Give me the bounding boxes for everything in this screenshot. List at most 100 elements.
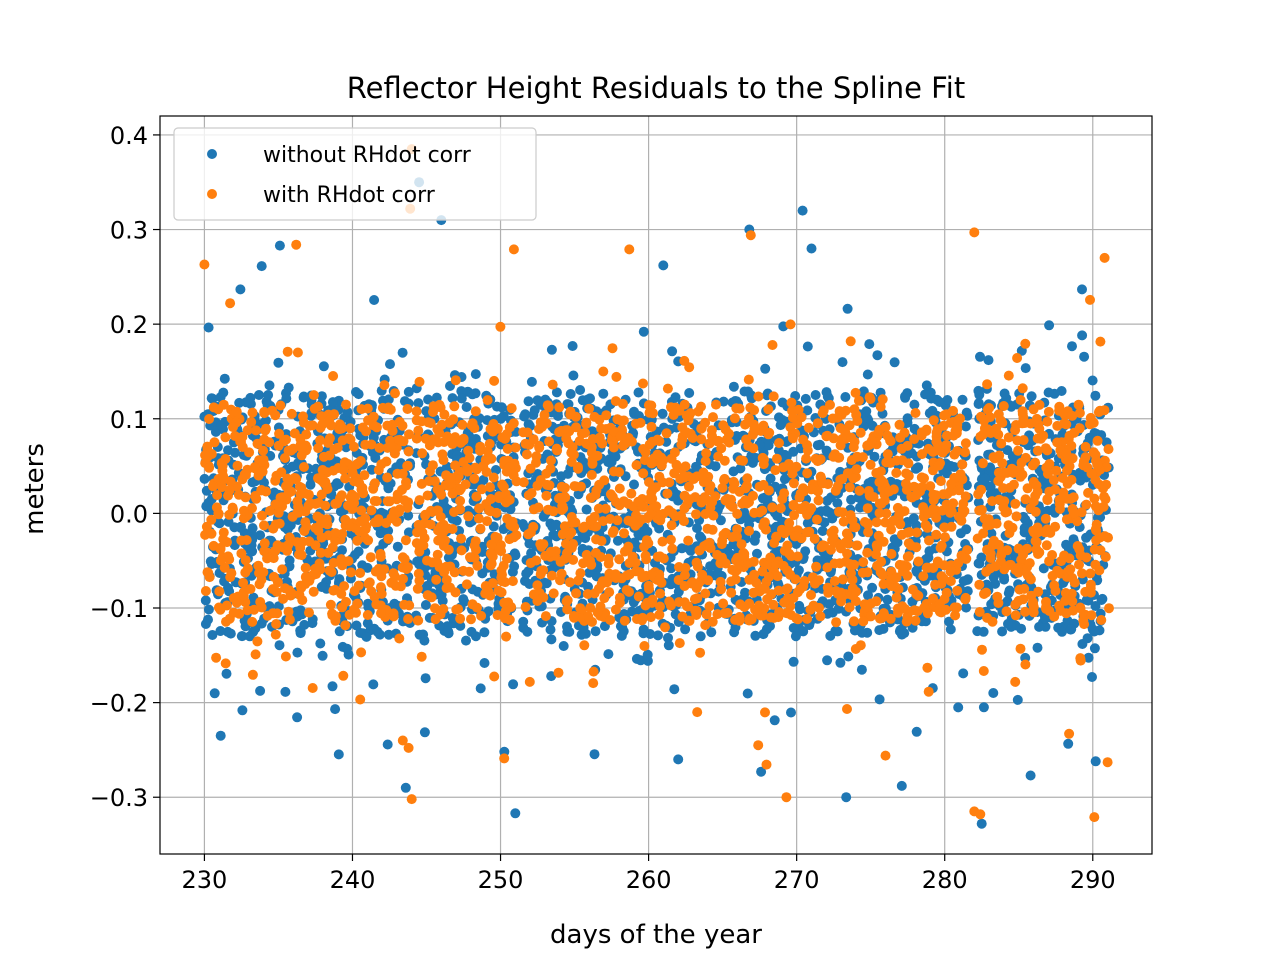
data-point bbox=[526, 376, 537, 387]
data-point bbox=[255, 597, 266, 607]
data-point bbox=[286, 445, 296, 456]
data-point bbox=[786, 397, 797, 408]
data-point bbox=[240, 555, 251, 566]
data-point bbox=[791, 461, 802, 472]
data-point bbox=[383, 483, 394, 494]
data-point bbox=[862, 369, 873, 380]
data-point bbox=[295, 433, 306, 444]
data-point bbox=[283, 606, 294, 617]
data-point bbox=[1003, 370, 1014, 381]
data-point bbox=[518, 477, 529, 488]
data-point bbox=[656, 460, 667, 471]
data-point bbox=[1054, 405, 1065, 416]
data-point bbox=[679, 399, 690, 410]
data-point bbox=[455, 613, 466, 624]
data-point bbox=[425, 519, 436, 530]
data-point bbox=[562, 621, 572, 632]
data-point bbox=[259, 434, 270, 445]
data-point bbox=[652, 449, 663, 460]
data-point bbox=[950, 610, 961, 621]
data-point bbox=[365, 552, 376, 563]
data-point bbox=[1061, 514, 1072, 525]
data-point bbox=[812, 440, 823, 451]
data-point bbox=[445, 582, 455, 593]
data-point bbox=[1064, 430, 1075, 441]
data-point bbox=[286, 486, 297, 497]
data-point bbox=[899, 427, 910, 438]
data-point bbox=[570, 517, 581, 528]
data-point bbox=[422, 590, 433, 601]
data-point bbox=[837, 357, 848, 368]
data-point bbox=[831, 617, 842, 628]
data-point bbox=[345, 423, 356, 434]
outlier-point bbox=[199, 259, 210, 270]
data-point bbox=[260, 425, 271, 436]
data-point bbox=[949, 449, 960, 460]
data-point bbox=[586, 447, 597, 458]
data-point bbox=[442, 431, 453, 442]
data-point bbox=[368, 679, 379, 690]
data-point bbox=[360, 513, 371, 524]
data-point bbox=[329, 444, 340, 455]
data-point bbox=[417, 527, 428, 538]
y-tick-label: 0.4 bbox=[110, 122, 148, 150]
data-point bbox=[1075, 653, 1086, 664]
data-point bbox=[705, 561, 716, 572]
chart-title: Reflector Height Residuals to the Spline… bbox=[347, 71, 965, 105]
data-point bbox=[991, 518, 1002, 529]
data-point bbox=[790, 574, 801, 585]
data-point bbox=[1041, 540, 1052, 551]
data-point bbox=[568, 370, 579, 381]
data-point bbox=[507, 567, 518, 577]
data-point bbox=[596, 423, 607, 434]
data-point bbox=[548, 506, 559, 517]
data-point bbox=[260, 415, 271, 426]
data-point bbox=[1063, 738, 1074, 749]
data-point bbox=[416, 416, 427, 427]
data-point bbox=[565, 389, 576, 399]
data-point bbox=[611, 573, 621, 583]
data-point bbox=[355, 568, 366, 578]
data-point bbox=[204, 462, 215, 473]
data-point bbox=[716, 584, 727, 595]
data-point bbox=[869, 451, 880, 462]
data-point bbox=[940, 604, 951, 615]
data-point bbox=[1090, 449, 1101, 460]
data-point bbox=[680, 461, 691, 472]
data-point bbox=[918, 571, 929, 582]
data-point bbox=[812, 514, 822, 525]
data-point bbox=[662, 488, 673, 499]
data-point bbox=[608, 526, 619, 536]
outlier-point bbox=[753, 740, 764, 751]
data-point bbox=[612, 535, 623, 546]
data-point bbox=[747, 457, 758, 468]
data-point bbox=[702, 523, 713, 534]
data-point bbox=[787, 412, 798, 423]
data-point bbox=[522, 427, 533, 438]
data-point bbox=[913, 556, 924, 567]
data-point bbox=[568, 611, 579, 621]
data-point bbox=[760, 363, 771, 374]
data-point bbox=[500, 433, 510, 444]
data-point bbox=[911, 490, 922, 501]
data-point bbox=[356, 647, 367, 658]
data-point bbox=[972, 626, 983, 637]
data-point bbox=[382, 472, 393, 483]
data-point bbox=[400, 535, 411, 546]
data-point bbox=[829, 576, 840, 587]
data-point bbox=[345, 567, 356, 578]
data-point bbox=[360, 439, 371, 450]
data-point bbox=[292, 347, 303, 358]
data-point bbox=[316, 391, 327, 402]
data-point bbox=[879, 495, 890, 506]
data-point bbox=[633, 496, 644, 507]
data-point bbox=[1032, 433, 1043, 444]
data-point bbox=[748, 556, 759, 567]
data-point bbox=[483, 606, 494, 617]
data-point bbox=[743, 514, 753, 525]
data-point bbox=[637, 572, 648, 583]
data-point bbox=[496, 587, 507, 598]
data-point bbox=[666, 520, 677, 531]
data-point bbox=[1080, 586, 1091, 597]
data-point bbox=[660, 622, 670, 633]
